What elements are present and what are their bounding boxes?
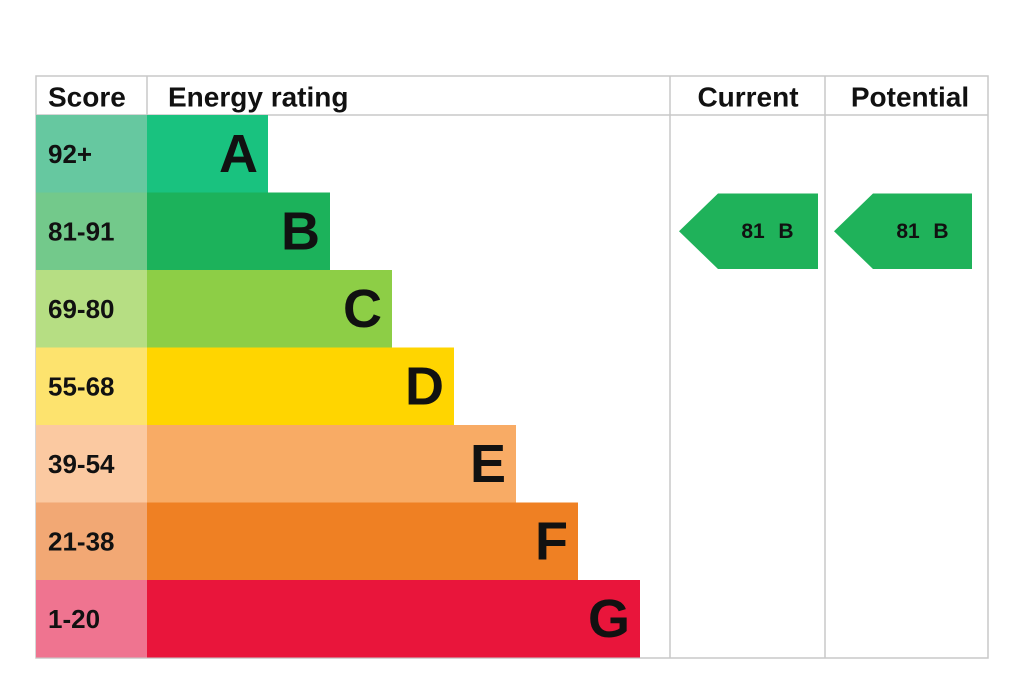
potential-letter: B [933,220,948,243]
score-cell [36,115,147,193]
score-header: Score [48,82,126,113]
current-arrow [679,193,818,269]
rating-letter: A [219,124,258,184]
score-band: 1-20 [48,604,100,634]
current-score: 81 [741,220,765,243]
rating-bar [147,580,640,658]
score-cell [36,347,147,425]
potential-score: 81 [896,220,920,243]
current-header: Current [697,82,798,113]
score-band: 92+ [48,139,92,169]
current-letter: B [778,220,793,243]
rating-bar [147,425,516,503]
rating-header: Energy rating [168,82,348,113]
score-band: 21-38 [48,526,115,556]
score-band: 81-91 [48,216,115,246]
rating-bar [147,192,330,270]
rating-bar [147,270,392,348]
score-band: 55-68 [48,371,115,401]
score-cell [36,502,147,580]
potential-header: Potential [851,82,969,113]
rating-bar [147,115,268,193]
rating-letter: F [535,511,568,571]
score-cell [36,580,147,658]
score-cell [36,192,147,270]
rating-bar [147,347,454,425]
rating-bar [147,502,578,580]
rating-letter: D [405,356,444,416]
score-band: 69-80 [48,294,115,324]
rating-letter: G [588,589,630,649]
rating-letter: E [470,434,506,494]
rating-letter: C [343,279,382,339]
potential-arrow [834,193,972,269]
score-cell [36,270,147,348]
rating-letter: B [281,201,320,261]
score-band: 39-54 [48,449,115,479]
score-cell [36,425,147,503]
